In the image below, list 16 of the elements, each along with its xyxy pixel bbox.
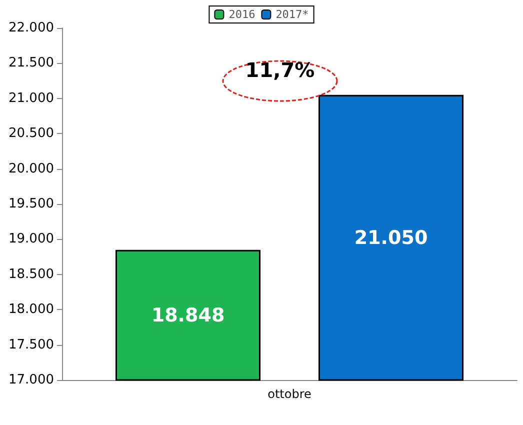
x-tick-label: ottobre [268, 387, 312, 401]
legend-label: 2016 [228, 8, 256, 21]
y-tick-label: 18.000 [8, 302, 54, 318]
y-tick-label: 20.500 [8, 126, 54, 142]
y-tick-label: 21.000 [8, 90, 54, 106]
y-tick-label: 20.000 [8, 161, 54, 176]
y-tick-label: 19.000 [8, 232, 54, 247]
y-tick-label: 22.000 [8, 20, 54, 36]
y-tick-label: 18.500 [8, 266, 54, 282]
data-label: 21.050 [354, 226, 428, 249]
data-label: 18.848 [151, 304, 225, 326]
y-tick-label: 21.500 [8, 56, 54, 71]
legend-label: 2017* [276, 8, 309, 21]
y-tick-label: 17.500 [8, 337, 54, 352]
y-tick-label: 17.000 [8, 372, 54, 388]
y-tick-label: 19.500 [8, 196, 54, 212]
